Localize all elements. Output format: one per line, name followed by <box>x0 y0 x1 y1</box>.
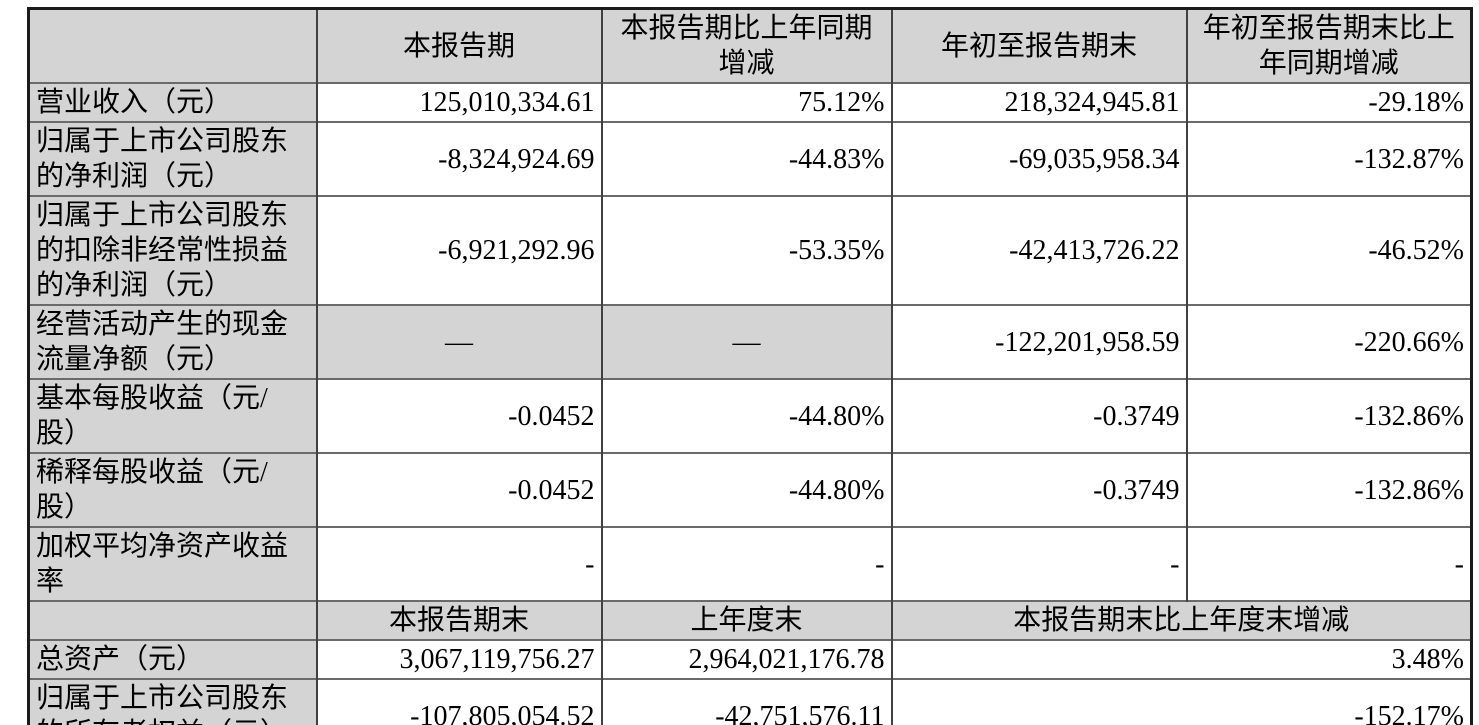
cash-flow-ytd-value: -122,201,958.59 <box>890 304 1187 379</box>
equity-label: 归属于上市公司股东的所有者权益（元） <box>27 678 317 725</box>
revenue-current-value: 125,010,334.61 <box>315 82 602 122</box>
weighted-roe-ytd-value: - <box>890 526 1187 601</box>
table-row-equity: 归属于上市公司股东的所有者权益（元） -107,805,054.52 -42,7… <box>27 678 1472 725</box>
weighted-roe-current-value: - <box>315 526 602 601</box>
total-assets-period-end-value: 3,067,119,756.27 <box>315 639 602 679</box>
header-ytd: 年初至报告期末 <box>890 7 1187 83</box>
net-profit-excl-current-value: -6,921,292.96 <box>315 195 602 305</box>
diluted-eps-current-value: -0.0452 <box>315 452 602 527</box>
header-ytd-yoy: 年初至报告期末比上年同期增减 <box>1185 7 1472 83</box>
cash-flow-current-na: — <box>315 304 602 379</box>
cash-flow-yoy-na: — <box>600 304 892 379</box>
diluted-eps-label: 稀释每股收益（元/股） <box>27 452 317 527</box>
total-assets-change-value: 3.48% <box>890 639 1472 679</box>
table-row-revenue: 营业收入（元） 125,010,334.61 75.12% 218,324,94… <box>27 82 1472 122</box>
revenue-ytd-value: 218,324,945.81 <box>890 82 1187 122</box>
header-current-period: 本报告期 <box>315 7 602 83</box>
table-row-basic-eps: 基本每股收益（元/股） -0.0452 -44.80% -0.3749 -132… <box>27 378 1472 453</box>
equity-change-value: -152.17% <box>890 678 1472 725</box>
equity-prev-year-end-value: -42,751,576.11 <box>600 678 892 725</box>
net-profit-excl-label: 归属于上市公司股东的扣除非经常性损益的净利润（元） <box>27 195 317 305</box>
header-row: 本报告期 本报告期比上年同期增减 年初至报告期末 年初至报告期末比上年同期增减 <box>27 7 1472 83</box>
equity-period-end-value: -107,805,054.52 <box>315 678 602 725</box>
weighted-roe-yoy-value: - <box>600 526 892 601</box>
total-assets-label: 总资产（元） <box>27 639 317 679</box>
table-row-weighted-avg-roe: 加权平均净资产收益率 - - - - <box>27 526 1472 601</box>
weighted-roe-label: 加权平均净资产收益率 <box>27 526 317 601</box>
subheader-corner-cell <box>27 600 317 640</box>
revenue-yoy-value: 75.12% <box>600 82 892 122</box>
subheader-prev-year-end: 上年度末 <box>600 600 892 640</box>
table-row-net-profit: 归属于上市公司股东的净利润（元） -8,324,924.69 -44.83% -… <box>27 121 1472 196</box>
net-profit-current-value: -8,324,924.69 <box>315 121 602 196</box>
diluted-eps-ytd-yoy-value: -132.86% <box>1185 452 1472 527</box>
net-profit-excl-ytd-yoy-value: -46.52% <box>1185 195 1472 305</box>
basic-eps-current-value: -0.0452 <box>315 378 602 453</box>
header-corner-cell <box>27 7 317 83</box>
basic-eps-yoy-value: -44.80% <box>600 378 892 453</box>
revenue-label: 营业收入（元） <box>27 82 317 122</box>
net-profit-yoy-value: -44.83% <box>600 121 892 196</box>
net-profit-ytd-yoy-value: -132.87% <box>1185 121 1472 196</box>
diluted-eps-yoy-value: -44.80% <box>600 452 892 527</box>
table-row-diluted-eps: 稀释每股收益（元/股） -0.0452 -44.80% -0.3749 -132… <box>27 452 1472 527</box>
subheader-row: 本报告期末 上年度末 本报告期末比上年度末增减 <box>27 600 1472 640</box>
cash-flow-ytd-yoy-value: -220.66% <box>1185 304 1472 379</box>
header-current-period-yoy: 本报告期比上年同期增减 <box>600 7 892 83</box>
basic-eps-ytd-yoy-value: -132.86% <box>1185 378 1472 453</box>
total-assets-prev-year-end-value: 2,964,021,176.78 <box>600 639 892 679</box>
table-row-operating-cash-flow: 经营活动产生的现金流量净额（元） — — -122,201,958.59 -22… <box>27 304 1472 379</box>
subheader-period-end-change: 本报告期末比上年度末增减 <box>890 600 1472 640</box>
revenue-ytd-yoy-value: -29.18% <box>1185 82 1472 122</box>
net-profit-label: 归属于上市公司股东的净利润（元） <box>27 121 317 196</box>
financial-summary-table: 本报告期 本报告期比上年同期增减 年初至报告期末 年初至报告期末比上年同期增减 … <box>27 7 1473 725</box>
subheader-period-end: 本报告期末 <box>315 600 602 640</box>
net-profit-excl-yoy-value: -53.35% <box>600 195 892 305</box>
net-profit-ytd-value: -69,035,958.34 <box>890 121 1187 196</box>
basic-eps-ytd-value: -0.3749 <box>890 378 1187 453</box>
table-row-net-profit-excl-nonrecurring: 归属于上市公司股东的扣除非经常性损益的净利润（元） -6,921,292.96 … <box>27 195 1472 305</box>
net-profit-excl-ytd-value: -42,413,726.22 <box>890 195 1187 305</box>
basic-eps-label: 基本每股收益（元/股） <box>27 378 317 453</box>
diluted-eps-ytd-value: -0.3749 <box>890 452 1187 527</box>
weighted-roe-ytd-yoy-value: - <box>1185 526 1472 601</box>
cash-flow-label: 经营活动产生的现金流量净额（元） <box>27 304 317 379</box>
table-row-total-assets: 总资产（元） 3,067,119,756.27 2,964,021,176.78… <box>27 639 1472 679</box>
